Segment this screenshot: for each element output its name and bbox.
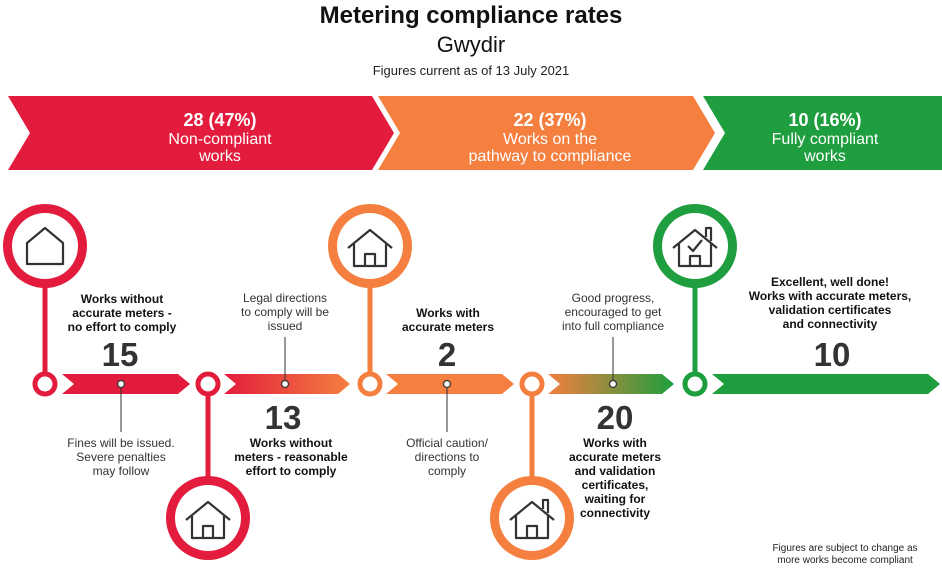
house-check-icon <box>672 226 718 268</box>
note-line: comply <box>427 464 466 478</box>
stage-2-label: Works without meters - reasonable effort… <box>228 436 354 478</box>
note-line: Fines will be issued. <box>67 436 175 450</box>
page-subtitle: Gwydir <box>436 32 506 57</box>
banner-line: Non-compliant <box>168 131 272 148</box>
banner-non-compliant <box>8 96 394 170</box>
stage-4-note: Good progress, encouraged to get into fu… <box>548 291 678 333</box>
timeline-arrow-5 <box>712 374 940 394</box>
stage-3-note: Official caution/ directions to comply <box>387 436 507 478</box>
banner-line: pathway to compliance <box>468 148 632 165</box>
banner-pathway <box>378 96 715 170</box>
label-line: connectivity <box>579 506 651 520</box>
stage-3-count: 2 <box>437 336 457 373</box>
timeline-dot-2 <box>280 379 290 389</box>
stage-1-note: Fines will be issued. Severe penalties m… <box>56 436 186 478</box>
stage-1-label: Works without accurate meters - no effor… <box>58 292 186 334</box>
stage-4-label: Works with accurate meters and validatio… <box>560 436 670 520</box>
label-line: Works without <box>249 436 333 450</box>
footnote-line: more works become compliant <box>777 555 913 566</box>
label-line: validation certificates <box>768 303 892 317</box>
note-line: issued <box>267 319 303 333</box>
note-line: Official caution/ <box>406 436 488 450</box>
banner-fully-compliant-text: 10 (16%) Fully compliant works <box>740 110 910 165</box>
banner-line: works <box>804 148 846 165</box>
banner-value: 28 (47%) <box>183 110 257 130</box>
label-line: certificates, <box>581 478 649 492</box>
label-line: Excellent, well done! <box>770 275 890 289</box>
stage-5-count: 10 <box>813 336 851 373</box>
label-line: and connectivity <box>782 317 878 331</box>
stage-1-count: 15 <box>101 336 139 373</box>
date-label: Figures current as of 13 July 2021 <box>372 63 570 78</box>
note-line: into full compliance <box>561 319 665 333</box>
banner-value: 22 (37%) <box>513 110 587 130</box>
timeline-arrow-1 <box>62 374 190 394</box>
label-line: Works without <box>80 292 164 306</box>
house-chimney-icon <box>509 498 555 540</box>
note-line: Severe penalties <box>76 450 166 464</box>
label-line: accurate meters <box>401 320 495 334</box>
label-line: Works with accurate meters, <box>748 289 912 303</box>
label-line: meters - reasonable <box>234 450 348 464</box>
note-line: encouraged to get <box>564 305 662 319</box>
timeline-dot-1 <box>116 379 126 389</box>
house-icon <box>347 228 393 268</box>
label-line: effort to comply <box>245 464 337 478</box>
banner-line: works <box>199 148 241 165</box>
pin-stage-1 <box>3 204 87 397</box>
note-line: may follow <box>92 464 150 478</box>
note-line: Good progress, <box>571 291 655 305</box>
house-outline-icon <box>25 226 65 266</box>
label-line: Works with <box>416 306 480 320</box>
banner-non-compliant-text: 28 (47%) Non-compliant works <box>100 110 340 165</box>
stage-4-count: 20 <box>596 399 634 436</box>
page-title: Metering compliance rates <box>319 2 623 29</box>
label-line: no effort to comply <box>67 320 177 334</box>
footnote-line: Figures are subject to change as <box>772 543 918 554</box>
stage-5-label: Excellent, well done! Works with accurat… <box>740 275 920 331</box>
banner-pathway-text: 22 (37%) Works on the pathway to complia… <box>420 110 680 165</box>
banner-line: Fully compliant <box>771 131 879 148</box>
stage-2-count: 13 <box>264 399 302 436</box>
banner-line: Works on the <box>503 131 597 148</box>
label-line: accurate meters - <box>72 306 172 320</box>
stage-3-label: Works with accurate meters <box>385 306 511 334</box>
timeline-dot-4 <box>608 379 618 389</box>
banner-value: 10 (16%) <box>788 110 862 130</box>
timeline-dot-3 <box>442 379 452 389</box>
label-line: accurate meters <box>568 450 662 464</box>
footnote: Figures are subject to change as more wo… <box>750 543 940 567</box>
stage-2-note: Legal directions to comply will be issue… <box>225 291 345 333</box>
label-line: waiting for <box>584 492 646 506</box>
label-line: and validation <box>574 464 656 478</box>
note-line: Legal directions <box>242 291 328 305</box>
note-line: directions to <box>414 450 480 464</box>
banner-fully-compliant <box>703 96 942 170</box>
house-icon <box>185 500 231 540</box>
label-line: Works with <box>583 436 647 450</box>
note-line: to comply will be <box>240 305 330 319</box>
